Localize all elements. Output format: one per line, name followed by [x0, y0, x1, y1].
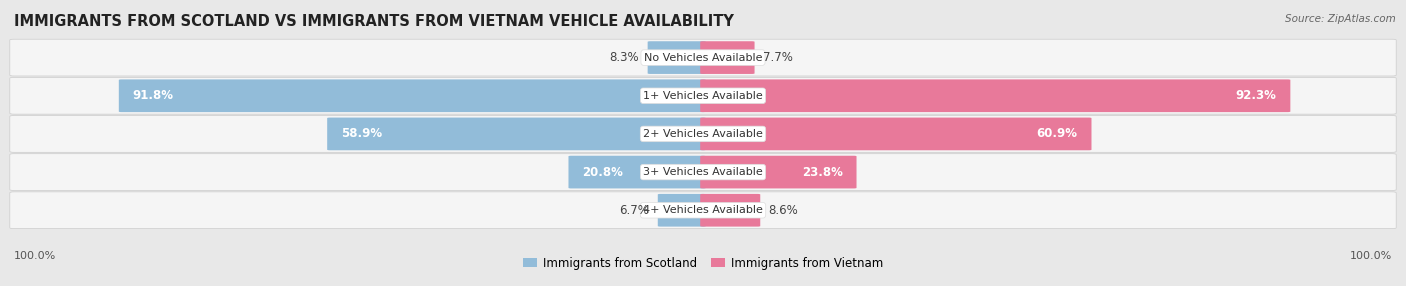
Text: 91.8%: 91.8%: [132, 89, 174, 102]
Text: 92.3%: 92.3%: [1236, 89, 1277, 102]
FancyBboxPatch shape: [10, 78, 1396, 114]
Text: 7.7%: 7.7%: [763, 51, 793, 64]
Text: 100.0%: 100.0%: [14, 251, 56, 261]
Text: 1+ Vehicles Available: 1+ Vehicles Available: [643, 91, 763, 101]
FancyBboxPatch shape: [700, 80, 1291, 112]
FancyBboxPatch shape: [648, 41, 706, 74]
FancyBboxPatch shape: [120, 80, 706, 112]
FancyBboxPatch shape: [10, 154, 1396, 190]
FancyBboxPatch shape: [328, 118, 706, 150]
FancyBboxPatch shape: [10, 39, 1396, 76]
FancyBboxPatch shape: [658, 194, 706, 227]
Text: 20.8%: 20.8%: [582, 166, 623, 178]
Text: 2+ Vehicles Available: 2+ Vehicles Available: [643, 129, 763, 139]
FancyBboxPatch shape: [10, 116, 1396, 152]
Text: 4+ Vehicles Available: 4+ Vehicles Available: [643, 205, 763, 215]
FancyBboxPatch shape: [568, 156, 706, 188]
Text: No Vehicles Available: No Vehicles Available: [644, 53, 762, 63]
Text: Source: ZipAtlas.com: Source: ZipAtlas.com: [1285, 14, 1396, 24]
Legend: Immigrants from Scotland, Immigrants from Vietnam: Immigrants from Scotland, Immigrants fro…: [517, 252, 889, 274]
Text: 58.9%: 58.9%: [342, 128, 382, 140]
Text: IMMIGRANTS FROM SCOTLAND VS IMMIGRANTS FROM VIETNAM VEHICLE AVAILABILITY: IMMIGRANTS FROM SCOTLAND VS IMMIGRANTS F…: [14, 14, 734, 29]
Text: 8.6%: 8.6%: [769, 204, 799, 217]
Text: 23.8%: 23.8%: [801, 166, 842, 178]
Text: 8.3%: 8.3%: [610, 51, 640, 64]
Text: 3+ Vehicles Available: 3+ Vehicles Available: [643, 167, 763, 177]
FancyBboxPatch shape: [700, 41, 755, 74]
Text: 100.0%: 100.0%: [1350, 251, 1392, 261]
FancyBboxPatch shape: [700, 118, 1091, 150]
FancyBboxPatch shape: [700, 194, 761, 227]
Text: 6.7%: 6.7%: [620, 204, 650, 217]
Text: 60.9%: 60.9%: [1036, 128, 1077, 140]
FancyBboxPatch shape: [10, 192, 1396, 229]
FancyBboxPatch shape: [700, 156, 856, 188]
